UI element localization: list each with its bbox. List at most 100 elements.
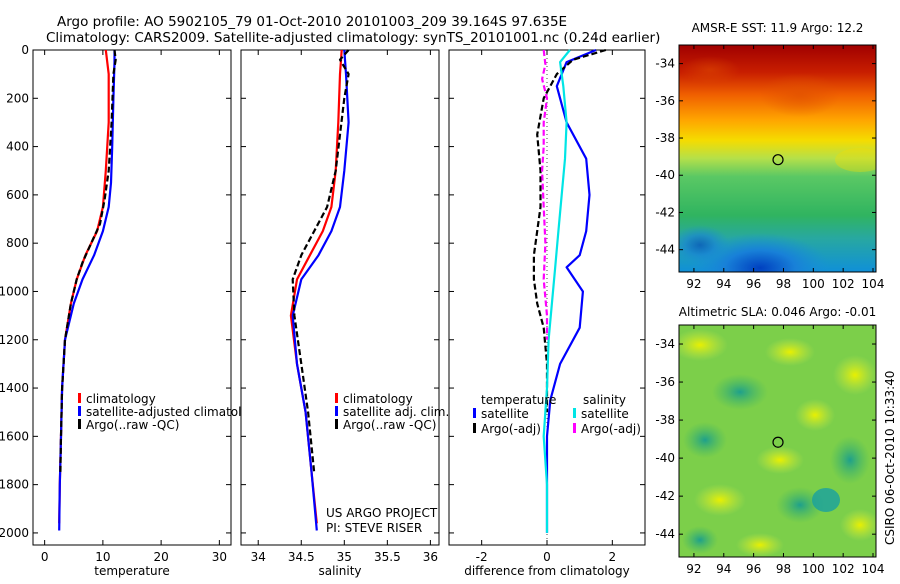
x-axis-label: difference from climatology xyxy=(464,564,630,578)
x-tick-label: 104 xyxy=(862,277,885,291)
legend-label: Argo(..raw -QC) xyxy=(86,418,179,432)
legend-label: Argo(..raw -QC) xyxy=(343,418,436,432)
x-tick-label: 100 xyxy=(802,277,825,291)
legend-header: salinity xyxy=(583,393,626,407)
legend-label: Argo(-adj) xyxy=(481,422,541,436)
map-frame xyxy=(678,324,877,558)
x-tick-label: 2 xyxy=(609,550,617,564)
map-title: AMSR-E SST: 11.9 Argo: 12.2 xyxy=(692,21,864,35)
map-frame xyxy=(678,44,877,273)
sst-heatmap-image xyxy=(679,45,876,272)
x-tick-label: 10 xyxy=(95,550,110,564)
y-tick-label: 400 xyxy=(6,140,29,154)
y-tick-label: 1600 xyxy=(0,429,29,443)
legend-header: temperature xyxy=(481,393,556,407)
x-tick-label: 34 xyxy=(251,550,266,564)
y-tick-label: 2000 xyxy=(0,526,29,540)
x-tick-label: 20 xyxy=(153,550,168,564)
plot-frame xyxy=(32,49,232,546)
plot-frame xyxy=(240,49,440,546)
credit-line1: US ARGO PROJECT xyxy=(326,506,438,520)
x-tick-label: 104 xyxy=(862,562,885,576)
x-axis-label: temperature xyxy=(94,564,169,578)
series-line xyxy=(542,49,571,533)
x-tick-label: -2 xyxy=(476,550,488,564)
legend-swatch xyxy=(473,408,476,418)
y-tick-label: 200 xyxy=(6,91,29,105)
legend-swatch xyxy=(573,423,576,433)
legend-swatch xyxy=(335,406,338,416)
legend: temperature salinitysatelliteArgo(-adj)sa… xyxy=(473,393,641,436)
x-tick-label: 98 xyxy=(776,562,791,576)
timestamp: CSIRO 06-Oct-2010 10:33:40 xyxy=(883,371,897,545)
y-tick-label: -36 xyxy=(655,375,675,389)
y-tick-label: -34 xyxy=(655,337,675,351)
y-tick-label: 800 xyxy=(6,236,29,250)
x-tick-label: 0 xyxy=(41,550,49,564)
x-tick-label: 35 xyxy=(337,550,352,564)
series-line xyxy=(58,50,116,531)
x-tick-label: 94 xyxy=(716,277,731,291)
map-title: Altimetric SLA: 0.046 Argo: -0.01 xyxy=(679,305,876,319)
x-tick-label: 35.5 xyxy=(374,550,401,564)
legend-swatch xyxy=(78,419,81,429)
series-line xyxy=(545,48,597,533)
legend-swatch xyxy=(473,423,476,433)
y-tick-label: -42 xyxy=(655,489,675,503)
series-line xyxy=(291,49,350,531)
credit-line2: PI: STEVE RISER xyxy=(326,521,422,535)
legend-label: satellite xyxy=(581,407,629,421)
x-tick-label: 92 xyxy=(686,562,701,576)
legend-swatch xyxy=(78,406,81,416)
sla-heatmap-image xyxy=(679,325,876,557)
legend-label: satellite adj. clim. xyxy=(343,405,449,419)
x-tick-label: 30 xyxy=(212,550,227,564)
y-tick-label: -42 xyxy=(655,205,675,219)
legend-swatch xyxy=(78,393,81,403)
x-tick-label: 98 xyxy=(776,277,791,291)
legend-label: satellite xyxy=(481,407,529,421)
sst-map-panel: AMSR-E SST: 11.9 Argo: 12.2 -34 -36 -38 -40 -… xyxy=(655,21,885,291)
legend-swatch xyxy=(335,393,338,403)
figure-title-line2: Climatology: CARS2009. Satellite-adjuste… xyxy=(46,30,660,46)
y-tick-label: -38 xyxy=(655,131,675,145)
x-tick-label: 0 xyxy=(543,550,551,564)
argo-location-marker xyxy=(772,154,784,166)
y-tick-label: -36 xyxy=(655,94,675,108)
x-axis-label: salinity xyxy=(318,564,361,578)
legend-label: climatology xyxy=(86,392,156,406)
x-tick-label: 102 xyxy=(832,277,855,291)
legend-swatch xyxy=(573,408,576,418)
temperature-panel: 0 200 400 600 800 1000 1200 1400 1600 1800 2000 0 10… xyxy=(0,43,256,578)
x-tick-label: 36 xyxy=(423,550,438,564)
legend-label: Argo(-adj) xyxy=(581,422,641,436)
figure-title-line1: Argo profile: AO 5902105_79 01-Oct-2010 … xyxy=(57,14,567,30)
y-tick-label: 600 xyxy=(6,188,29,202)
legend-label: satellite-adjusted climatolog xyxy=(86,405,256,419)
x-tick-label: 94 xyxy=(716,562,731,576)
y-tick-label: 1000 xyxy=(0,284,29,298)
y-tick-label: -44 xyxy=(655,243,675,257)
x-tick-label: 96 xyxy=(746,277,761,291)
legend-label: climatology xyxy=(343,392,413,406)
y-tick-label: -40 xyxy=(655,168,675,182)
y-tick-label: 0 xyxy=(21,43,29,57)
series-line xyxy=(532,48,607,413)
y-tick-label: -40 xyxy=(655,451,675,465)
x-tick-label: 100 xyxy=(802,562,825,576)
argo-location-marker xyxy=(772,436,784,448)
series-line xyxy=(59,49,117,473)
y-tick-label: -38 xyxy=(655,413,675,427)
salinity-panel: 34 34.5 35 35.5 36 salinity climatologysatelli… xyxy=(240,49,449,578)
series-line xyxy=(540,49,549,340)
sla-map-panel: Altimetric SLA: 0.046 Argo: -0.01 -34 -36 -… xyxy=(655,305,884,576)
y-tick-label: -44 xyxy=(655,527,675,541)
x-tick-label: 92 xyxy=(686,277,701,291)
y-tick-label: 1400 xyxy=(0,381,29,395)
y-tick-label: 1800 xyxy=(0,478,29,492)
y-tick-label: -34 xyxy=(655,57,675,71)
y-tick-label: 1200 xyxy=(0,333,29,347)
